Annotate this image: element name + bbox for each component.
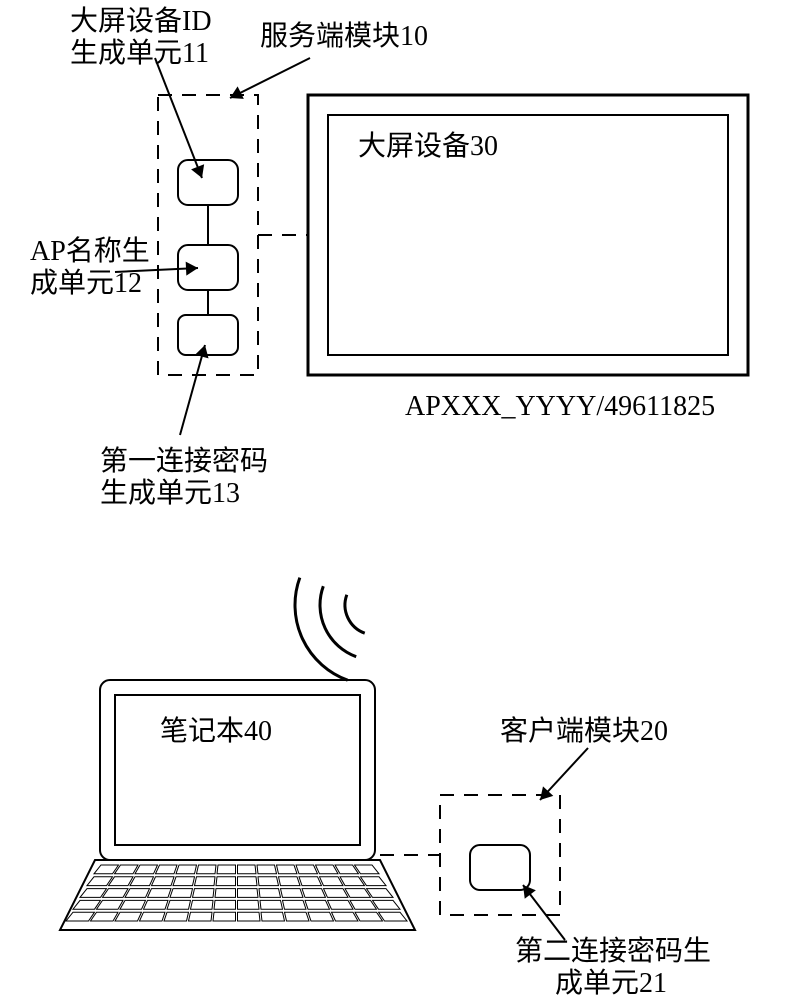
big-screen-device: 大屏设备30 (308, 95, 748, 375)
client-module-label: 客户端模块20 (500, 715, 668, 747)
unit-11 (178, 160, 238, 205)
client-module (440, 795, 560, 915)
laptop-device: 笔记本40 (60, 680, 415, 930)
laptop-label: 笔记本40 (160, 715, 272, 747)
wireless-icon (295, 578, 365, 681)
unit13-label-line1: 第一连接密码 (100, 445, 268, 477)
unit11-label-line2: 生成单元11 (70, 37, 209, 69)
unit-13 (178, 315, 238, 355)
unit-21 (470, 845, 530, 890)
server-module-label: 服务端模块10 (260, 20, 428, 52)
unit21-label-line2: 成单元21 (555, 967, 667, 999)
big-screen-label: 大屏设备30 (358, 130, 498, 162)
unit21-label-line1: 第二连接密码生 (515, 935, 711, 967)
unit12-label-line1: AP名称生 (30, 235, 150, 267)
unit11-label-line1: 大屏设备ID (70, 5, 212, 37)
ap-string: APXXX_YYYY/49611825 (405, 391, 715, 422)
unit13-label-line2: 生成单元13 (100, 477, 240, 509)
server-module (158, 95, 258, 375)
